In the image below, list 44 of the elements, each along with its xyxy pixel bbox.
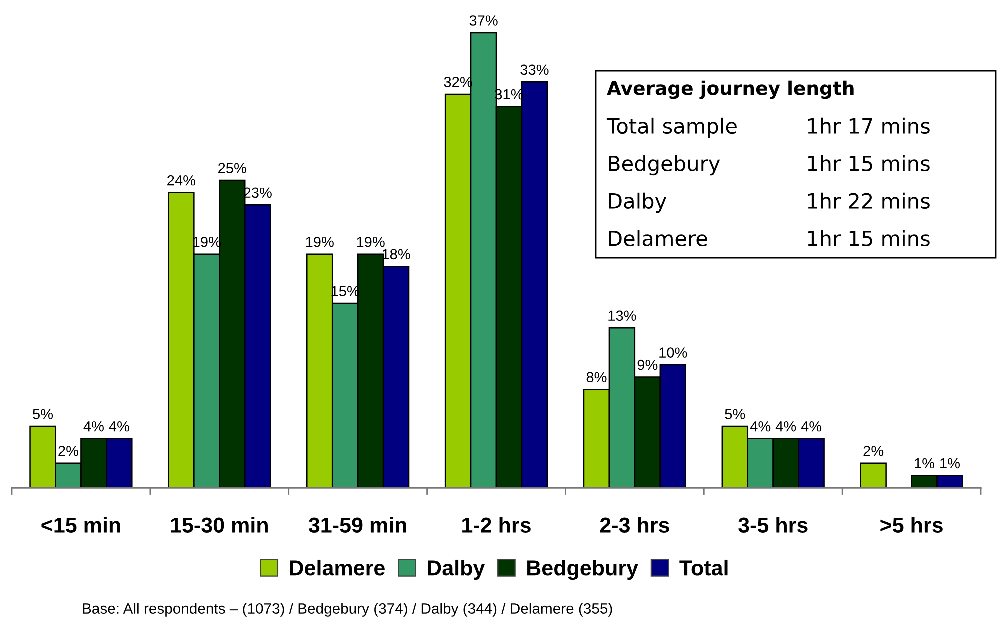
annotation: 1hr 22 mins [808,192,930,210]
text: Base: All respondents – (1073) / Bedgebury (374) / Dalby (344) / Delamere (355) [83,603,612,617]
data-label: 8% [586,372,607,383]
data-label: 2% [864,446,884,456]
data-label: 4% [801,421,822,432]
x-tick-label: 2-3 hrs [600,517,670,534]
data-label: 4% [84,421,104,432]
annotation: Average journey length [607,80,854,100]
data-label: 37% [470,16,498,26]
legend-label: Total [680,560,728,576]
x-tick-label: >5 hrs [880,517,943,533]
data-label: 9% [638,360,658,370]
data-label: 24% [168,175,196,186]
annotation: Delamere [609,230,708,247]
x-tick-label: 15-30 min [171,517,268,534]
x-tick-label: 3-5 hrs [738,517,808,534]
data-label: 19% [306,236,334,248]
legend-label: Bedgebury [528,560,638,580]
data-label: 4% [109,421,130,432]
data-label: 13% [608,310,636,322]
data-label: 33% [520,64,549,76]
x-tick-label: 1-2 hrs [462,517,531,533]
bar [860,462,887,488]
data-label: 1% [915,458,935,469]
data-label: 4% [750,421,771,432]
annotation: 1hr 15 mins [808,155,930,172]
data-label: 5% [725,409,746,420]
annotation: 1hr 17 mins [808,118,930,134]
legend-label: Dalby [428,560,486,580]
data-label: 5% [33,409,54,420]
data-label: 4% [776,421,796,432]
x-tick-label: 31-59 min [308,517,406,534]
data-label: 18% [382,249,410,260]
annotation: Dalby [609,192,667,214]
data-label: 19% [357,236,385,248]
annotation: 1hr 15 mins [808,230,930,247]
data-label: 25% [218,163,246,174]
data-label: 1% [940,458,960,469]
data-label: 2% [58,446,78,456]
data-label: 10% [660,348,688,358]
annotation: Total sample [606,118,737,138]
x-tick-label: <15 min [42,517,120,533]
legend-label: Delamere [290,560,385,576]
annotation: Bedgebury [609,155,720,176]
